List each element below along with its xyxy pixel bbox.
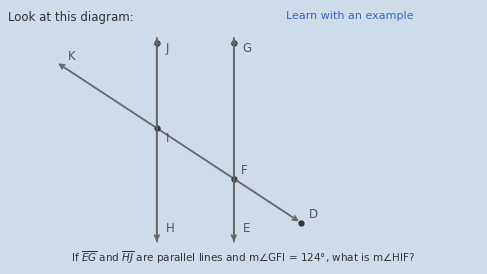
Text: J: J bbox=[166, 42, 169, 55]
Text: F: F bbox=[241, 164, 248, 177]
Text: K: K bbox=[68, 50, 75, 63]
Text: D: D bbox=[308, 208, 318, 221]
Text: E: E bbox=[243, 222, 250, 235]
Text: G: G bbox=[243, 42, 252, 55]
Text: I: I bbox=[166, 132, 169, 145]
Text: Learn with an example: Learn with an example bbox=[286, 11, 413, 21]
Text: H: H bbox=[166, 222, 174, 235]
Text: If $\overline{EG}$ and $\overline{HJ}$ are parallel lines and m$\angle$GFI = 124: If $\overline{EG}$ and $\overline{HJ}$ a… bbox=[72, 249, 415, 266]
Text: Look at this diagram:: Look at this diagram: bbox=[8, 11, 133, 24]
